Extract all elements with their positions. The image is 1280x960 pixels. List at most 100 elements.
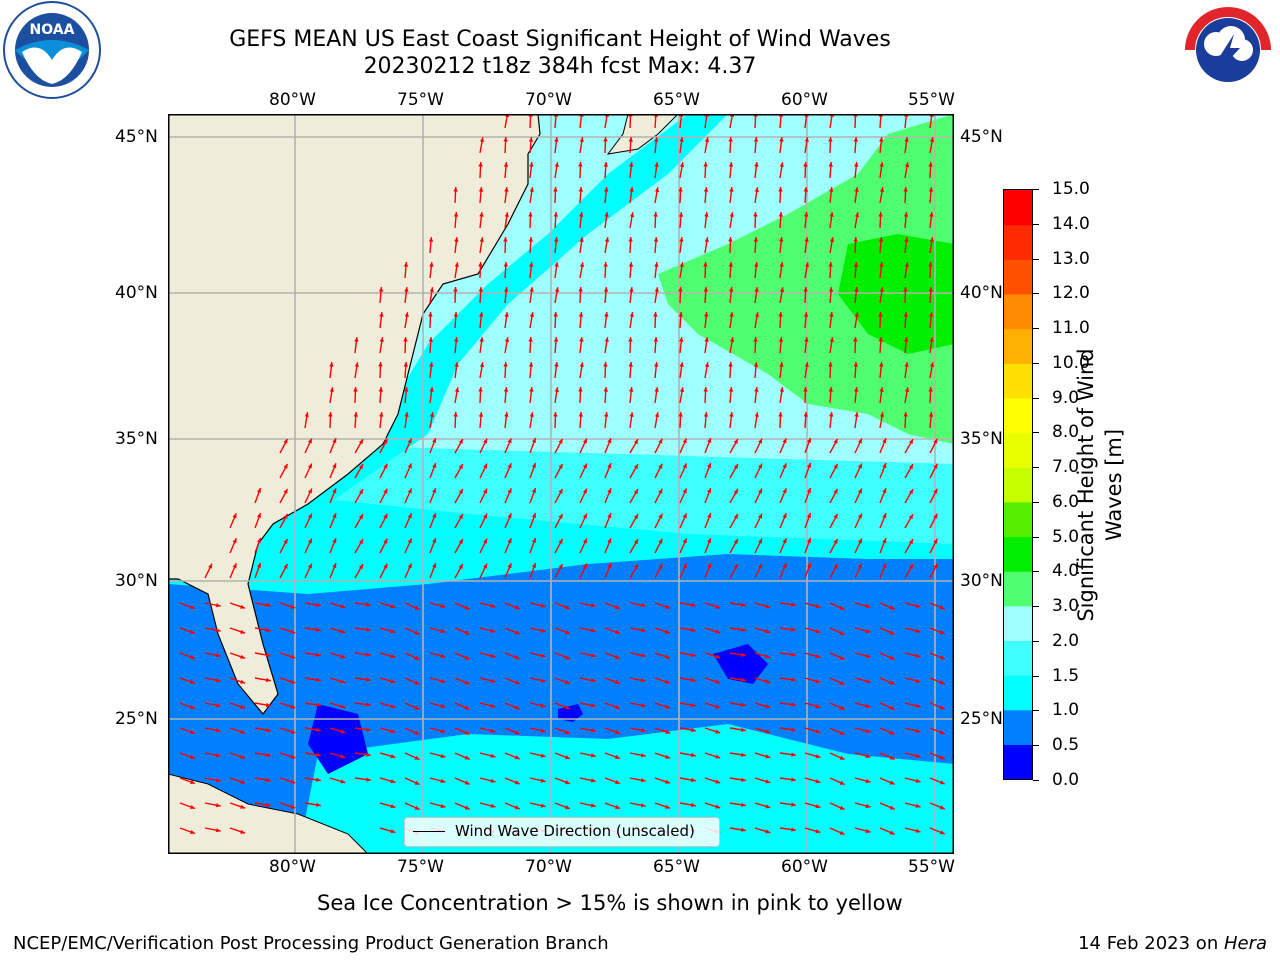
gridlines (168, 114, 954, 854)
wave-direction-arrowhead (806, 513, 811, 518)
wave-direction-arrowhead (540, 753, 546, 758)
wave-direction-arrowhead (929, 362, 935, 368)
wave-direction-arrowhead (603, 362, 608, 367)
wave-direction-arrowhead (758, 563, 762, 569)
wave-direction-arrowhead (383, 438, 388, 444)
wave-direction-arrowhead (578, 412, 583, 417)
wave-direction-arrowhead (256, 513, 261, 518)
colorbar-tick-label: 12.0 (1052, 283, 1090, 304)
wave-direction-arrowhead (304, 412, 309, 417)
wave-direction-arrowhead (839, 805, 845, 810)
wave-direction-arrowhead (765, 804, 771, 809)
wave-direction-arrowhead (483, 463, 487, 469)
wave-direction-arrowhead (865, 628, 871, 634)
wave-direction-arrowhead (429, 387, 434, 392)
wave-direction-arrowhead (240, 829, 246, 834)
wave-direction-arrowhead (390, 679, 396, 684)
wave-direction-arrowhead (690, 677, 696, 683)
colorbar-segment (1004, 432, 1032, 468)
legend-label: Wind Wave Direction (unscaled) (455, 822, 695, 840)
wave-direction-arrowhead (453, 287, 458, 292)
wave-direction-arrowhead (490, 803, 496, 808)
wave-direction-arrowhead (782, 438, 787, 444)
wave-direction-arrowhead (458, 439, 463, 444)
wave-direction-arrowhead (453, 312, 458, 317)
wave-direction-arrowhead (690, 802, 696, 808)
lat-tick-label: 35°N (960, 429, 1003, 449)
colorbar-segment (1004, 259, 1032, 295)
wave-direction-arrowhead (728, 137, 733, 142)
wave-direction-arrowhead (741, 727, 746, 732)
wave-direction-arrowhead (232, 513, 237, 519)
wave-direction-arrowhead (404, 387, 409, 392)
wave-direction-arrowhead (464, 730, 470, 735)
wave-direction-arrowhead (316, 702, 321, 707)
wave-direction-arrowhead (653, 212, 658, 217)
wave-direction-arrowhead (265, 627, 271, 633)
wave-direction-arrowhead (265, 702, 271, 708)
colorbar-segment (1004, 328, 1032, 364)
wave-direction-arrowhead (654, 162, 659, 167)
wave-direction-arrowhead (514, 680, 520, 685)
wave-direction-arrowhead (215, 653, 221, 658)
wave-direction-arrowhead (654, 287, 659, 292)
wave-direction-arrowhead (479, 212, 484, 217)
wave-direction-arrowhead (829, 412, 834, 417)
noaa-logo: NOAA (0, 0, 104, 104)
wave-direction-arrowhead (758, 488, 762, 494)
lon-tick-label: 75°W (397, 857, 444, 877)
wave-direction-arrowhead (290, 604, 296, 609)
wave-direction-arrowhead (707, 538, 712, 543)
wave-direction-arrowhead (215, 778, 221, 783)
map-panel: Wind Wave Direction (unscaled) (168, 114, 954, 854)
colorbar-tick-mark (1033, 189, 1039, 190)
wave-direction-arrowhead (483, 513, 487, 519)
colorbar-tick-label: 5.0 (1052, 526, 1080, 547)
wave-direction-arrowhead (565, 680, 570, 685)
wave-direction-arrowhead (704, 212, 709, 217)
wave-direction-arrowhead (633, 439, 638, 445)
wave-direction-arrowhead (404, 412, 409, 417)
wave-direction-arrowhead (853, 262, 859, 267)
wave-direction-arrowhead (879, 162, 884, 167)
colorbar-ticks: 0.0 0.5 1.0 1.5 2.0 3.0 4.0 5.0 6.0 7.0 8.0 9.0 10.0… (1033, 179, 1103, 790)
wave-direction-arrowhead (779, 387, 784, 392)
wave-direction-arrowhead (390, 629, 396, 634)
wave-direction-arrowhead (283, 488, 288, 494)
wave-direction-arrowhead (733, 514, 738, 519)
wave-direction-arrowhead (854, 412, 859, 417)
colorbar-tick-label: 1.0 (1052, 700, 1080, 721)
wave-direction-arrowhead (514, 605, 520, 610)
wave-direction-arrowhead (782, 463, 787, 469)
wave-direction-arrowhead (741, 802, 746, 807)
wave-direction-arrowhead (432, 488, 437, 493)
wave-direction-arrowhead (290, 804, 296, 809)
wave-direction-arrowhead (432, 563, 437, 568)
wave-direction-arrowhead (854, 187, 859, 192)
wave-direction-arrowhead (715, 654, 721, 659)
wave-direction-arrowhead (232, 563, 237, 569)
wave-direction-arrowhead (791, 702, 796, 707)
wave-direction-arrowhead (908, 439, 913, 445)
wave-direction-arrowhead (839, 655, 845, 660)
wave-direction-arrowhead (316, 677, 321, 682)
wave-band-3-0 (658, 114, 954, 444)
wave-direction-arrowhead (903, 212, 909, 217)
wave-direction-arrowhead (829, 187, 834, 192)
chart-subtitle: 20230212 t18z 384h fcst Max: 4.37 (363, 54, 757, 79)
colorbar-label-line1: Significant Height of Wind (1074, 348, 1098, 622)
wave-direction-arrowhead (240, 629, 246, 634)
wave-direction-arrowhead (578, 312, 584, 317)
wave-direction-arrowhead (529, 412, 534, 417)
wave-direction-arrowhead (340, 629, 346, 634)
wave-direction-arrowhead (882, 438, 887, 444)
wave-direction-arrowhead (665, 629, 671, 634)
wave-direction-arrowhead (682, 438, 687, 444)
wave-direction-arrowhead (828, 387, 833, 392)
wave-direction-arrowhead (454, 237, 459, 242)
lon-tick-label: 70°W (525, 857, 572, 877)
wave-direction-arrowhead (565, 730, 570, 735)
wave-direction-arrowhead (690, 702, 696, 708)
wave-direction-arrowhead (582, 538, 587, 544)
wave-direction-arrowhead (806, 463, 811, 468)
